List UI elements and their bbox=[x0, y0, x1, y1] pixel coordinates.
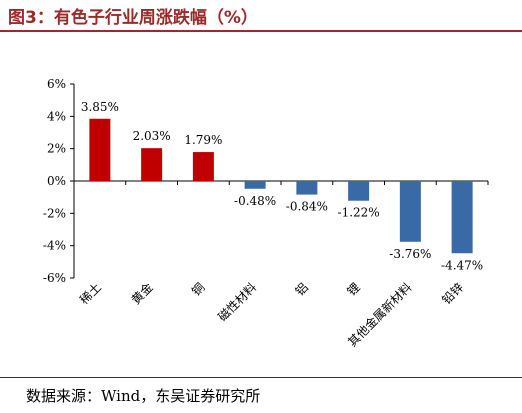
bar bbox=[348, 181, 370, 201]
bar-chart: 6% 4% 2% 0% -2% -4% -6% 3.85% 稀土 2.03% 黄金 1.79% 铜 -0… bbox=[43, 77, 489, 350]
y-tick-label: -2% bbox=[43, 206, 66, 220]
footer-divider bbox=[0, 377, 522, 378]
y-tick-label: 0% bbox=[47, 174, 66, 188]
bar-value-label: 3.85% bbox=[81, 100, 119, 114]
chart-bars bbox=[89, 118, 473, 254]
bar-value-label: 1.79% bbox=[184, 133, 222, 147]
category-label: 磁性材料 bbox=[215, 280, 260, 325]
chart-axes: 6% 4% 2% 0% -2% -4% -6% bbox=[43, 77, 489, 285]
bar bbox=[192, 152, 214, 181]
bar-value-label: -0.48% bbox=[234, 194, 276, 208]
category-label: 稀土 bbox=[77, 280, 104, 307]
bar bbox=[296, 181, 318, 195]
bar bbox=[89, 118, 111, 181]
chart-labels: 3.85% 稀土 2.03% 黄金 1.79% 铜 -0.48% 磁性材料 -0.84% 铝 -1.… bbox=[77, 100, 483, 350]
category-label: 黄金 bbox=[128, 280, 156, 308]
bar bbox=[451, 181, 473, 254]
bar-value-label: -0.84% bbox=[286, 200, 328, 214]
y-tick-label: 4% bbox=[47, 109, 66, 123]
chart-title: 图3：有色子行业周涨跌幅（%） bbox=[8, 8, 258, 28]
source-note: 数据来源：Wind，东吴证券研究所 bbox=[26, 387, 261, 405]
category-label: 铅锌 bbox=[439, 280, 466, 307]
category-label: 锂 bbox=[344, 280, 363, 299]
bar bbox=[141, 148, 163, 181]
title-bar: 图3：有色子行业周涨跌幅（%） bbox=[0, 0, 522, 32]
y-tick-label: -4% bbox=[43, 239, 66, 253]
category-label: 铜 bbox=[188, 280, 207, 299]
bar-value-label: -4.47% bbox=[441, 258, 483, 272]
y-tick-label: 2% bbox=[47, 142, 66, 156]
bar-value-label: 2.03% bbox=[133, 129, 171, 143]
bar-value-label: -3.76% bbox=[389, 247, 431, 261]
bar-value-label: -1.22% bbox=[338, 206, 380, 220]
y-tick-label: -6% bbox=[43, 271, 66, 285]
bar bbox=[399, 181, 421, 242]
y-tick-label: 6% bbox=[47, 77, 66, 91]
category-label: 铝 bbox=[292, 280, 311, 299]
bar bbox=[244, 181, 266, 189]
